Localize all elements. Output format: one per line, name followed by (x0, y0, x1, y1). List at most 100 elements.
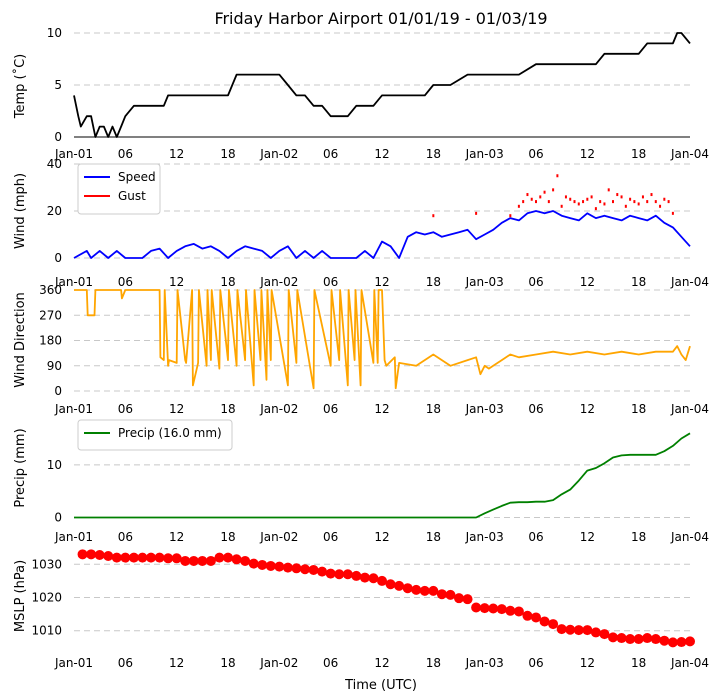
panel-4: 1010 1020 1030 Jan-01 06 12 18 Jan-02 06 12 18 Jan-… (13, 549, 709, 670)
legend-entry: Speed (118, 170, 156, 184)
data-point (402, 583, 413, 594)
y-tick-label: 40 (47, 157, 62, 171)
data-point (137, 552, 148, 563)
gust-point (646, 200, 649, 204)
x-tick-label: Jan-01 (54, 656, 93, 670)
data-point (394, 580, 405, 591)
data-point (282, 562, 293, 573)
x-tick-label: 06 (118, 530, 133, 544)
x-tick-label: Jan-04 (670, 275, 709, 289)
data-point (436, 589, 447, 600)
x-tick-label: 06 (528, 275, 543, 289)
gust-point (671, 211, 674, 215)
x-tick-label: 12 (169, 530, 184, 544)
legend-entry: Gust (118, 189, 146, 203)
x-tick-label: 18 (426, 275, 441, 289)
data-point (120, 552, 131, 563)
series-line-0 (74, 432, 691, 519)
gust-point (552, 188, 555, 192)
data-point (582, 625, 593, 636)
data-point (359, 572, 370, 583)
x-tick-label: Jan-03 (465, 530, 504, 544)
x-tick-label: 06 (323, 147, 338, 161)
x-tick-label: 18 (631, 402, 646, 416)
y-tick-label: 0 (54, 130, 62, 144)
x-tick-label: 06 (323, 530, 338, 544)
gust-point (659, 204, 662, 208)
data-point (205, 555, 216, 566)
x-tick-label: 12 (580, 530, 595, 544)
x-tick-label: Jan-04 (670, 402, 709, 416)
data-point (633, 634, 644, 645)
gust-point (526, 193, 529, 197)
gust-point (599, 200, 602, 204)
data-point (223, 552, 233, 563)
gust-point (667, 200, 670, 204)
data-point (94, 549, 105, 560)
x-tick-label: 18 (631, 656, 646, 670)
gust-point (539, 195, 542, 199)
x-tick-label: 12 (374, 275, 389, 289)
panel-2: 0 90 180 270 360 Jan-01 06 12 18 Jan-02 06 12 18 Jan-… (13, 283, 709, 416)
x-tick-label: Jan-01 (54, 275, 93, 289)
data-point (454, 593, 464, 604)
gust-point (620, 195, 623, 199)
y-axis-label: Temp (˚C) (12, 54, 28, 120)
x-tick-label: Jan-03 (465, 402, 504, 416)
gust-point (522, 200, 525, 204)
data-point (565, 624, 576, 635)
gust-point (530, 197, 533, 201)
gust-point (603, 202, 606, 206)
x-tick-label: 06 (118, 402, 133, 416)
data-point (77, 549, 88, 560)
data-point (300, 564, 310, 575)
gust-point (432, 214, 435, 218)
x-tick-label: Jan-04 (670, 656, 709, 670)
x-tick-label: Jan-02 (259, 275, 298, 289)
gust-point (650, 193, 653, 197)
gust-point (577, 202, 580, 206)
data-point (616, 633, 627, 644)
panels: 0 5 10 Jan-01 06 12 18 Jan-02 06 12 18 Jan-03 06 12 18… (12, 26, 709, 670)
x-tick-label: 12 (374, 656, 389, 670)
y-tick-label: 90 (47, 359, 62, 373)
x-tick-label: 18 (426, 530, 441, 544)
x-tick-label: 06 (528, 656, 543, 670)
data-point (608, 632, 618, 643)
data-point (111, 552, 122, 563)
x-tick-label: 12 (169, 656, 184, 670)
x-tick-label: 06 (118, 147, 133, 161)
x-tick-label: 12 (374, 147, 389, 161)
y-tick-label: 360 (39, 283, 62, 297)
y-tick-label: 10 (47, 26, 62, 40)
gust-point (573, 200, 576, 204)
data-point (385, 579, 396, 590)
x-tick-label: 12 (580, 656, 595, 670)
data-point (240, 555, 251, 566)
gust-point (564, 195, 567, 199)
gust-point (560, 204, 563, 208)
x-tick-label: 12 (374, 530, 389, 544)
x-tick-label: 12 (580, 402, 595, 416)
panel-3: 0 10 Jan-01 06 12 18 Jan-02 06 12 18 Jan-03 06 12 18 J… (13, 419, 709, 544)
data-point (676, 637, 687, 648)
figure-title: Friday Harbor Airport 01/01/19 - 01/03/1… (214, 9, 547, 28)
gust-point (612, 200, 614, 204)
x-tick-label: 18 (426, 147, 441, 161)
data-point (351, 570, 362, 581)
x-tick-label: 18 (631, 530, 646, 544)
gust-point (569, 197, 572, 201)
y-axis-label: Wind Direction (13, 292, 28, 388)
x-tick-label: Jan-04 (670, 530, 709, 544)
x-tick-label: Jan-03 (465, 147, 504, 161)
data-point (479, 603, 490, 614)
data-point (308, 564, 319, 575)
x-tick-label: 06 (323, 402, 338, 416)
gust-point (616, 193, 619, 197)
gust-point (475, 211, 478, 215)
y-tick-label: 5 (54, 78, 62, 92)
gust-point (535, 200, 537, 204)
data-point (325, 568, 336, 579)
data-point (342, 569, 353, 580)
